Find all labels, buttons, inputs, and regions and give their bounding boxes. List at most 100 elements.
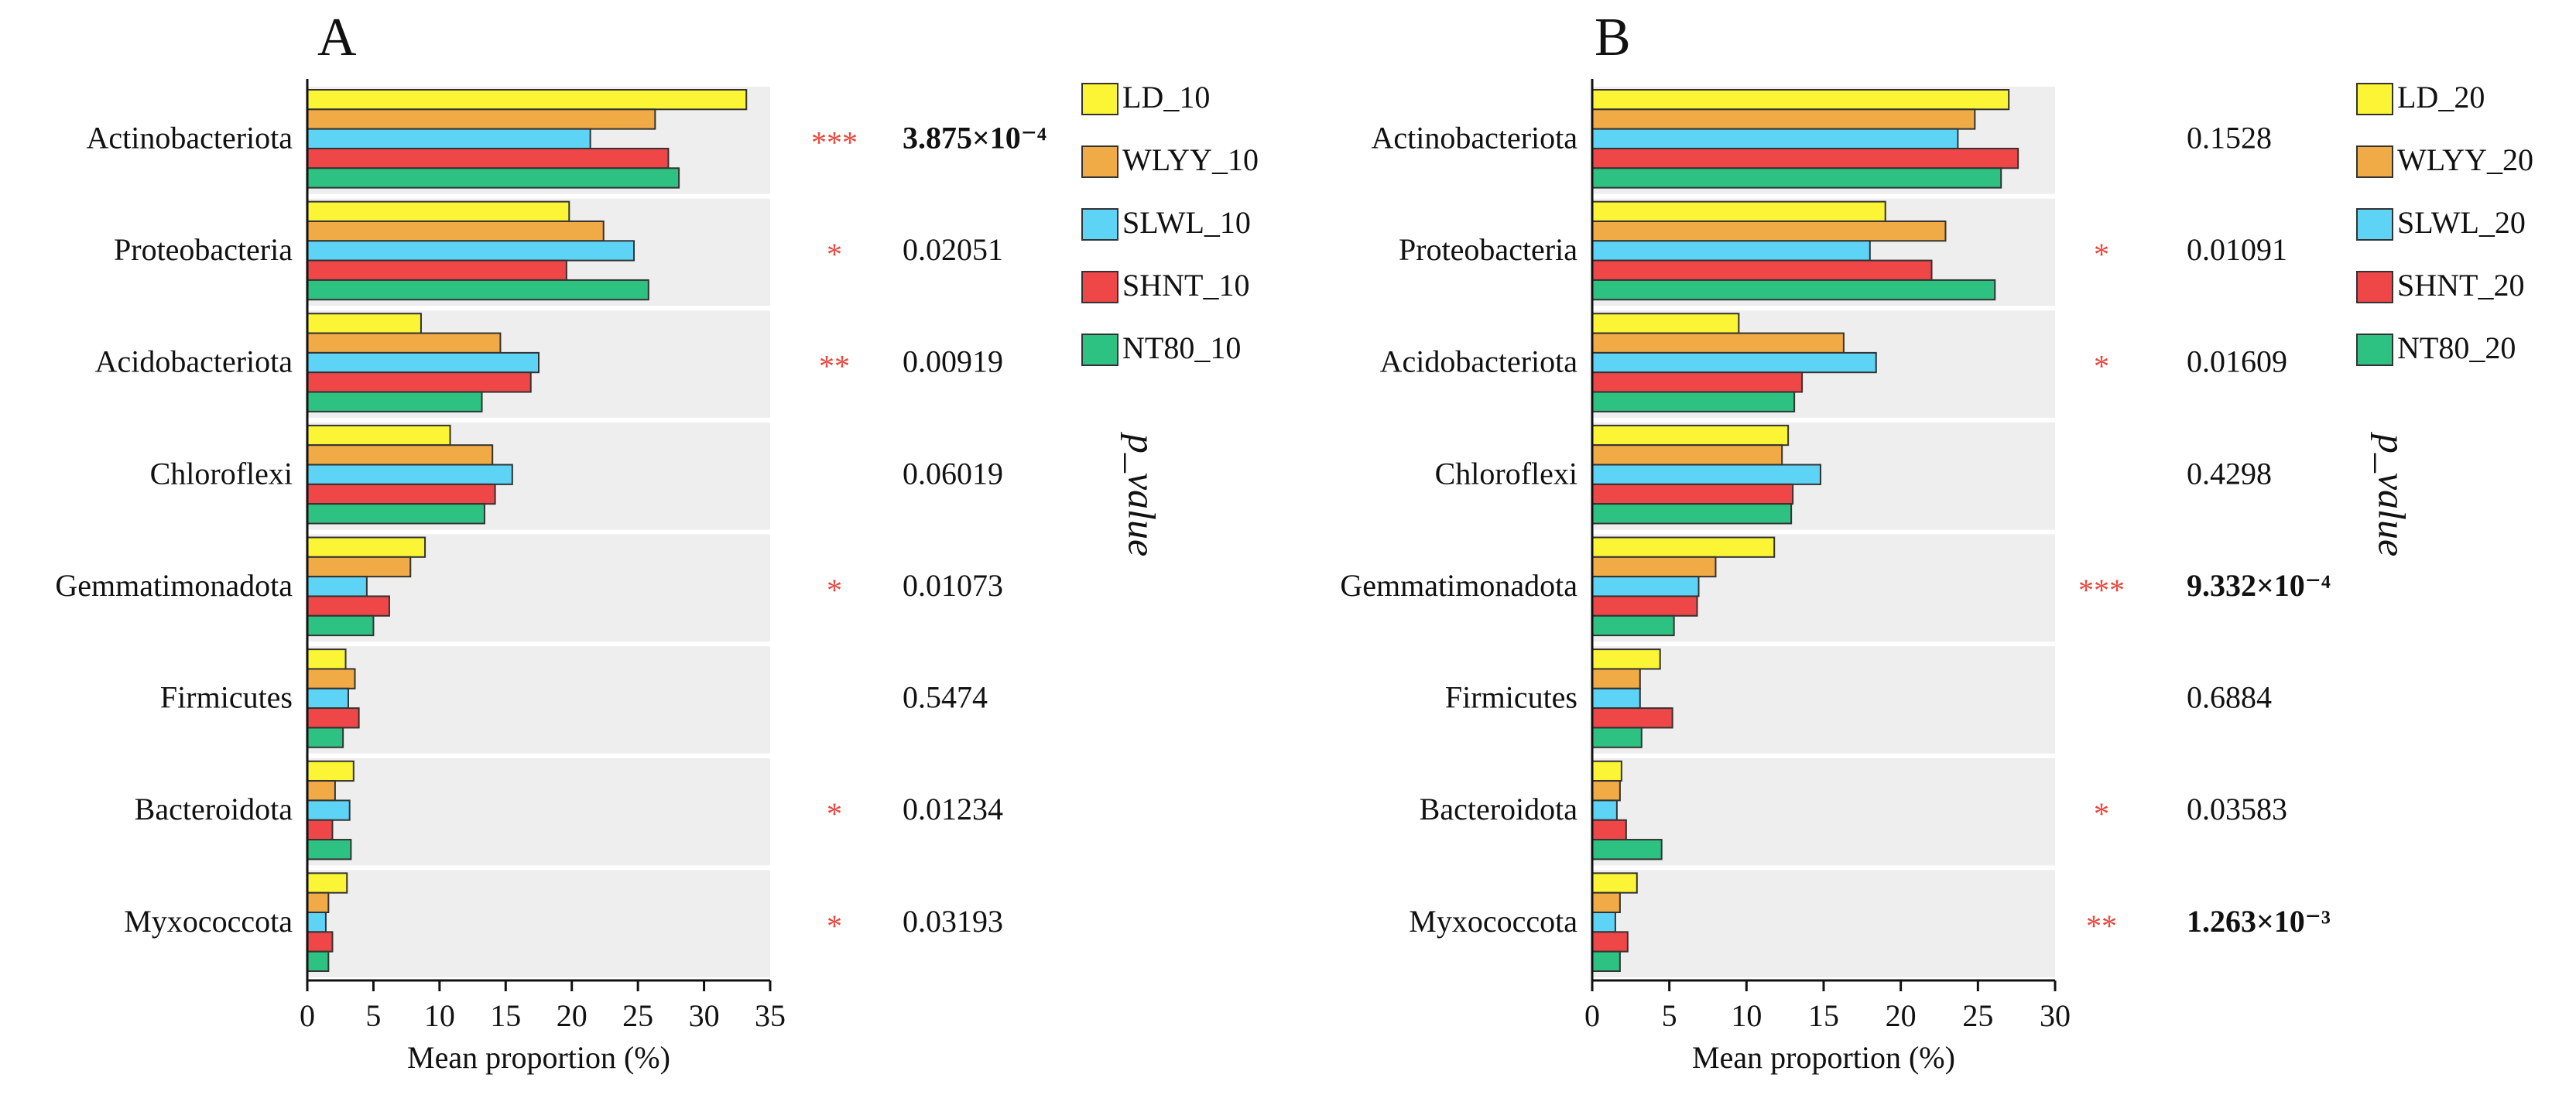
category-label: Myxococcota [1409, 904, 1577, 939]
significance-stars: ** [2086, 908, 2117, 943]
p-value: 0.01091 [2187, 232, 2287, 267]
x-tick-label: 15 [1808, 998, 1839, 1033]
bar [1591, 727, 1643, 748]
bar [1591, 891, 1621, 914]
bar [307, 819, 334, 841]
legend-swatch [2356, 83, 2393, 115]
bar [307, 648, 347, 670]
bar [1591, 576, 1700, 597]
significance-stars: * [827, 237, 842, 272]
bar [307, 464, 513, 485]
bar [307, 595, 390, 617]
bar [307, 536, 426, 558]
category-label: Proteobacteria [114, 232, 293, 267]
legend-label: NT80_10 [1122, 330, 1241, 365]
x-tick-label: 5 [365, 998, 381, 1033]
bar [307, 259, 567, 281]
bar [1591, 503, 1793, 525]
panel-label: B [1595, 8, 1631, 67]
x-tick-label: 0 [1584, 998, 1600, 1033]
p-value: 0.06019 [903, 456, 1003, 491]
bar [1591, 760, 1622, 782]
p-value: 0.01609 [2187, 344, 2287, 379]
category-label: Firmicutes [160, 680, 293, 715]
significance-stars: * [2094, 349, 2109, 384]
bar [1591, 391, 1796, 412]
significance-stars: * [827, 796, 842, 831]
bar [1591, 799, 1618, 821]
category-label: Bacteroidota [1420, 792, 1578, 826]
bar [1591, 668, 1641, 689]
category-label: Firmicutes [1445, 680, 1577, 715]
x-tick-label: 15 [490, 998, 521, 1033]
bar [1591, 220, 1947, 242]
row-background [1592, 870, 2055, 977]
bar [307, 167, 680, 189]
p-value: 0.02051 [903, 232, 1003, 267]
legend-swatch [1081, 83, 1118, 115]
bar [307, 872, 348, 894]
legend-label: SLWL_20 [2397, 205, 2526, 240]
category-label: Actinobacteriota [1371, 120, 1577, 155]
bar [307, 89, 748, 111]
legend-swatch [2356, 208, 2393, 241]
category-label: Acidobacteriota [95, 344, 293, 379]
bar [1591, 332, 1845, 354]
category-label: Acidobacteriota [1380, 344, 1578, 379]
p-value: 1.263×10⁻³ [2187, 904, 2331, 939]
bar [307, 668, 356, 689]
legend-swatch [1081, 271, 1118, 303]
row-background [307, 758, 770, 866]
bar [307, 556, 412, 578]
bar [1591, 200, 1886, 222]
legend-label: SLWL_10 [1122, 205, 1251, 240]
bar [307, 371, 532, 393]
x-tick-label: 25 [622, 998, 653, 1033]
bar [1591, 108, 1976, 130]
x-tick-label: 30 [689, 998, 720, 1033]
category-label: Actinobacteriota [86, 120, 293, 155]
bar [1591, 687, 1641, 710]
significance-stars: *** [811, 125, 858, 159]
bar [307, 424, 451, 447]
bar [1591, 464, 1822, 485]
bar [1591, 128, 1959, 149]
category-label: Gemmatimonadota [1340, 568, 1577, 603]
bar [1591, 819, 1627, 841]
p-value: 0.00919 [903, 344, 1003, 379]
legend-swatch [2356, 334, 2393, 366]
bar [307, 799, 351, 821]
bar [307, 108, 656, 130]
p-value-axis-label: p_value [1121, 432, 1164, 556]
x-axis-label: Mean proportion (%) [1692, 1040, 1955, 1075]
bar [307, 912, 327, 933]
x-tick-label: 35 [755, 998, 786, 1033]
bar [1591, 351, 1877, 374]
significance-stars: * [827, 573, 842, 607]
category-label: Chloroflexi [150, 456, 293, 491]
category-label: Gemmatimonadota [55, 568, 293, 603]
bar [1591, 707, 1673, 729]
bar [1591, 313, 1740, 334]
p-value: 3.875×10⁻⁴ [903, 120, 1046, 155]
bar [307, 727, 344, 748]
bar [307, 503, 485, 525]
significance-stars: * [827, 908, 842, 943]
bar [1591, 483, 1794, 505]
bar [1591, 279, 1996, 301]
bar [1591, 371, 1804, 393]
row-background [1592, 758, 2055, 866]
bar [307, 220, 605, 242]
bar [1591, 444, 1783, 466]
bar [307, 687, 349, 710]
bar [307, 707, 360, 729]
p-value: 0.1528 [2187, 120, 2272, 155]
bar [1591, 556, 1717, 578]
bar [1591, 89, 2010, 111]
significance-stars: ** [819, 349, 850, 384]
bar [1591, 780, 1621, 802]
bar [307, 891, 330, 914]
bar [1591, 950, 1621, 973]
x-tick-label: 30 [2040, 998, 2071, 1033]
